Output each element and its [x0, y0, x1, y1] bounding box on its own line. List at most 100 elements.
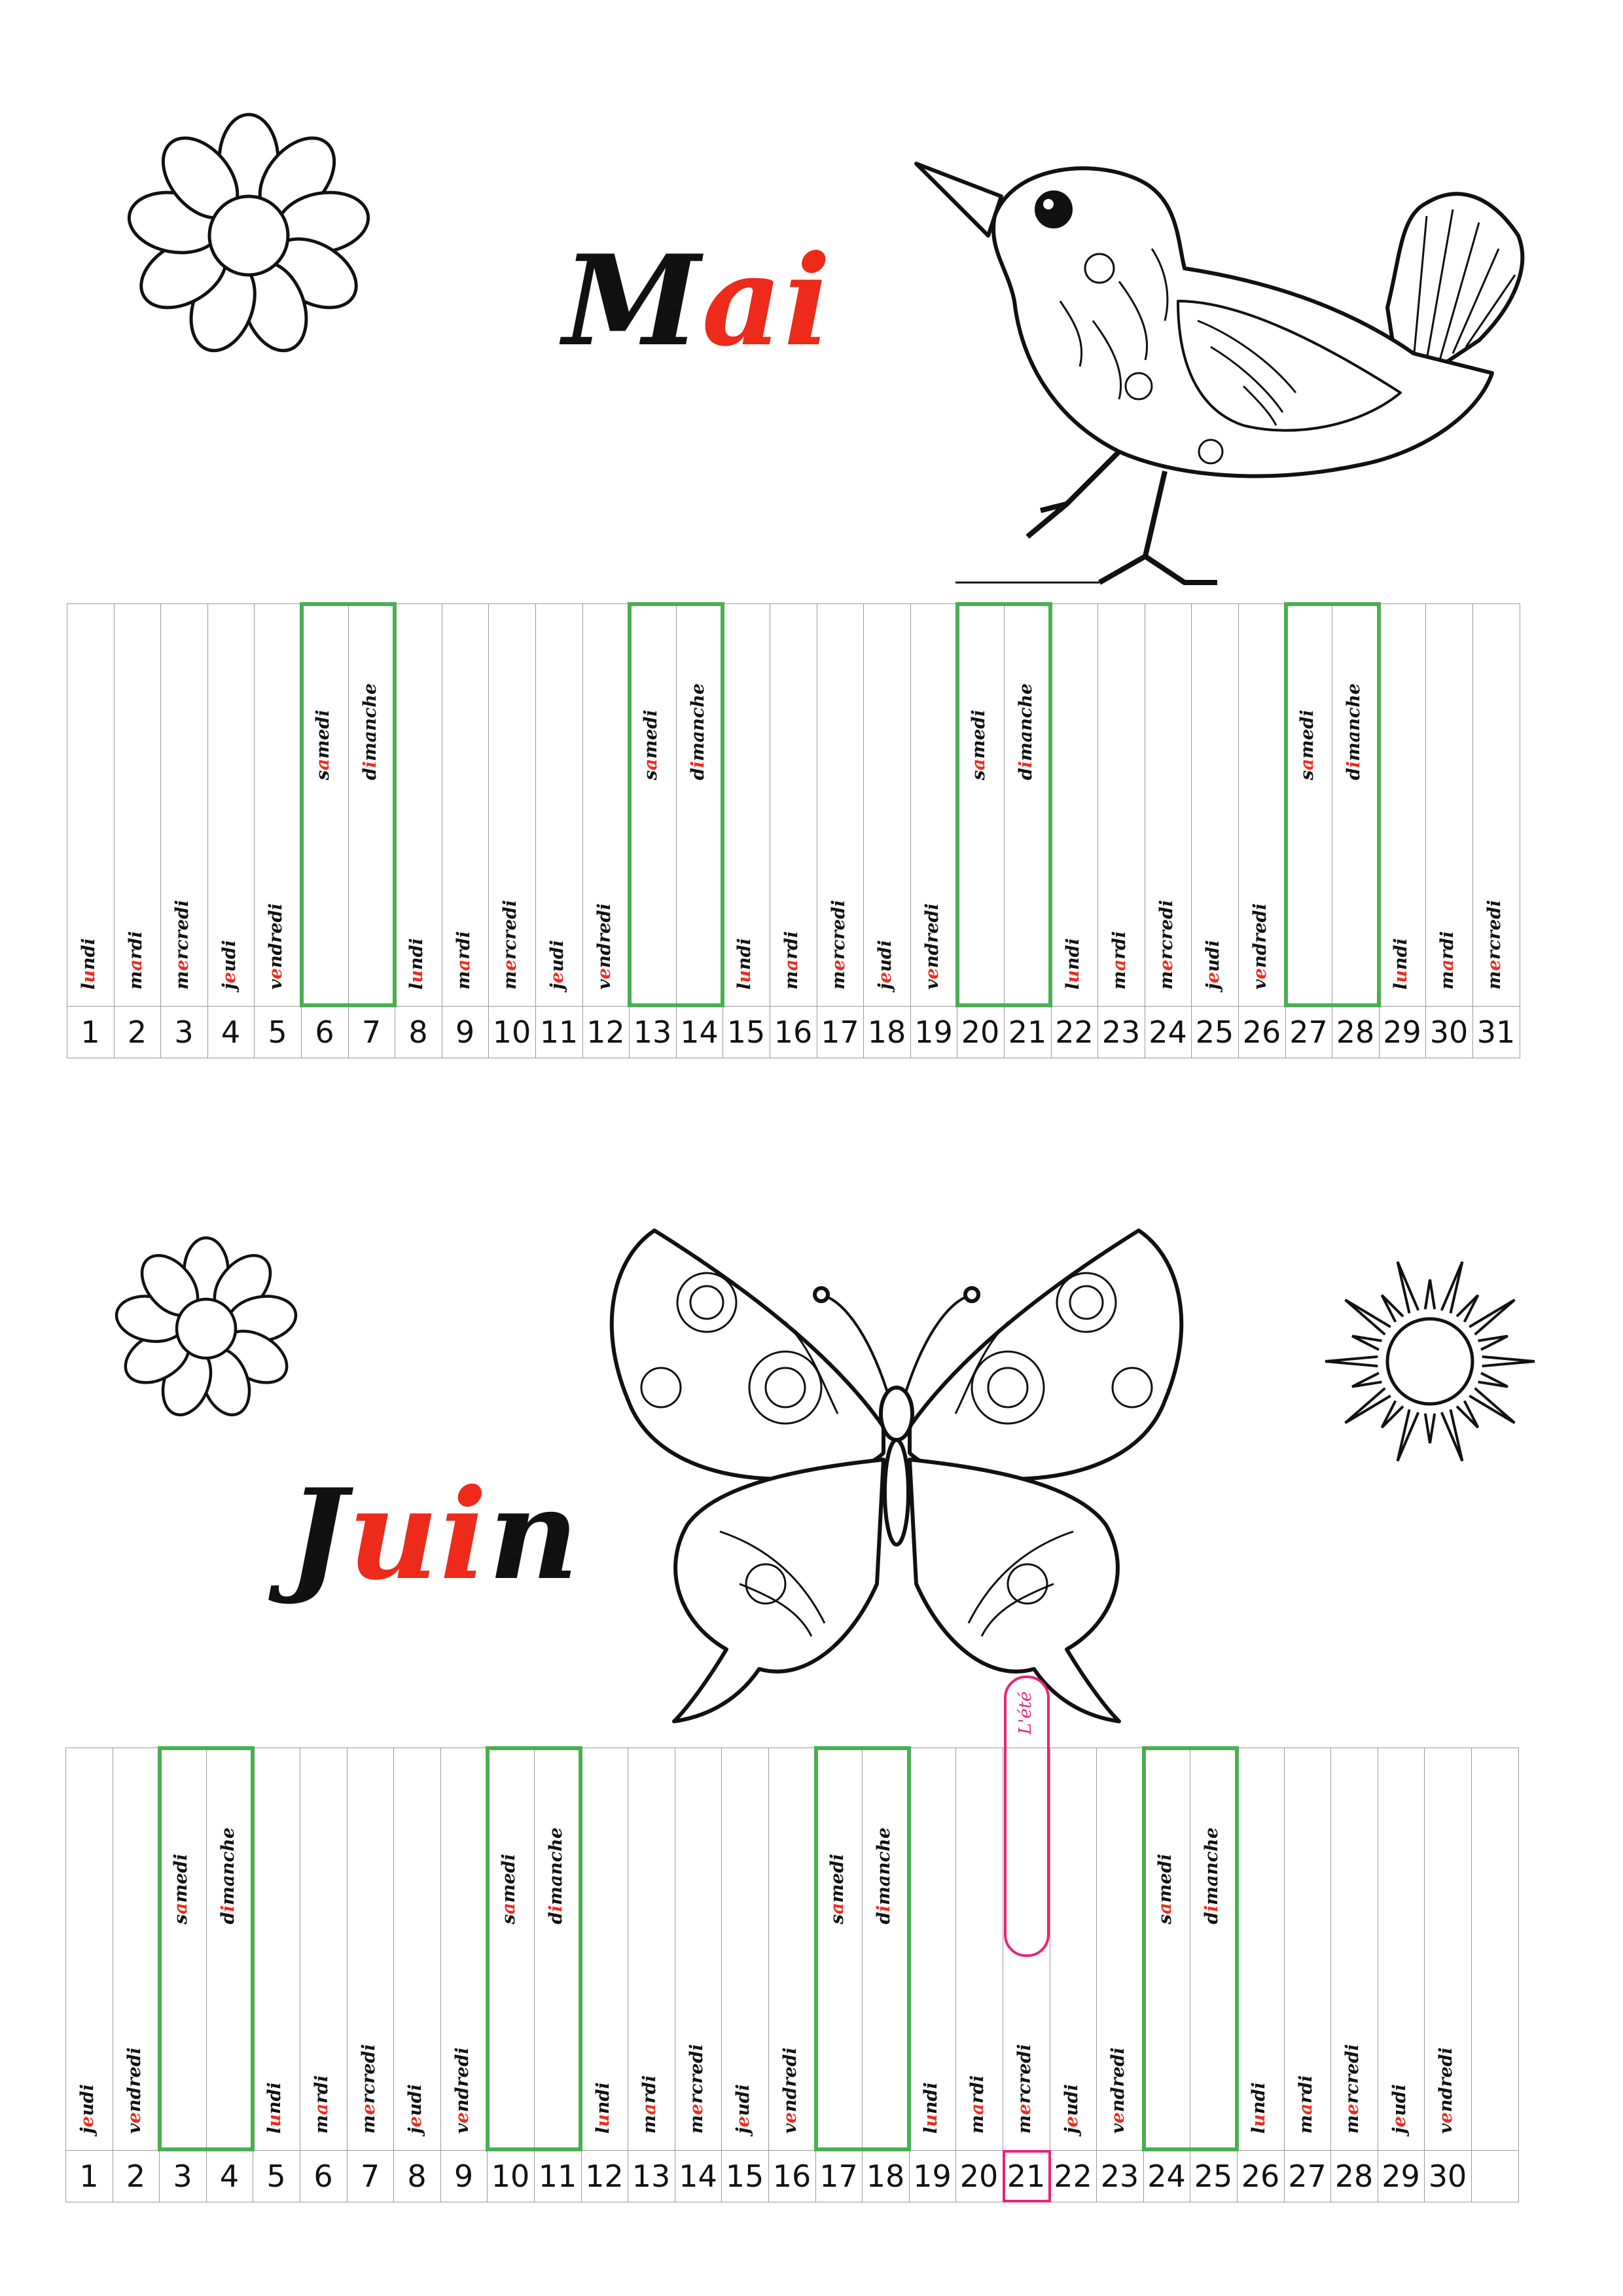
number-cell: [206, 2150, 253, 2202]
day-cell: [582, 603, 630, 1007]
day-name-part: u: [1062, 970, 1083, 983]
day-name-part: j: [219, 983, 240, 990]
day-name-part: u: [920, 2114, 941, 2127]
day-cell: [1050, 1748, 1097, 2151]
sun-icon: [1325, 1261, 1535, 1462]
number-cell: [770, 1006, 817, 1058]
day-name-part: e: [1342, 2104, 1363, 2115]
day-number: 30: [1429, 1014, 1469, 1050]
day-number: 13: [633, 1014, 672, 1050]
day-number: 6: [315, 1014, 334, 1050]
day-name-part: udi: [1061, 2084, 1082, 2117]
day-number: 24: [1149, 1014, 1187, 1050]
day-name: jeudi: [733, 2084, 753, 2134]
day-name: lundi: [1063, 938, 1083, 990]
number-cell: [1097, 1006, 1145, 1058]
day-cell: [1378, 1748, 1425, 2151]
day-name-part: ndi: [1249, 2082, 1269, 2115]
day-name-part: e: [1436, 2112, 1456, 2124]
day-cell: [862, 1748, 910, 2151]
day-number: 6: [313, 2159, 333, 2194]
day-number: 28: [1334, 2159, 1374, 2194]
day-name: vendredi: [452, 2047, 473, 2134]
day-number: 10: [492, 1014, 531, 1050]
number-cell: [582, 1006, 630, 1058]
sun-ray: [1344, 1387, 1391, 1424]
day-name-part: a: [312, 2103, 332, 2115]
day-cell: [207, 603, 255, 1007]
weekend-frame: [1284, 602, 1381, 1007]
day-name-part: e: [1389, 2116, 1410, 2128]
sun-ray: [1482, 1355, 1535, 1368]
weekend-frame: [300, 602, 397, 1007]
day-number: 30: [1428, 2159, 1467, 2194]
day-cell: [955, 1748, 1003, 2151]
number-cell: [65, 2150, 113, 2202]
day-name-part: l: [79, 982, 99, 990]
day-number: 14: [680, 1014, 719, 1050]
day-name-part: a: [1437, 959, 1457, 971]
day-name-part: e: [219, 972, 240, 984]
day-number: 31: [1476, 1014, 1516, 1050]
weekend-frame: [486, 1746, 582, 2151]
sun-ray: [1423, 1279, 1436, 1310]
weekend-frame: [955, 602, 1052, 1007]
day-name-part: m: [1342, 2115, 1363, 2134]
day-name: mardi: [1296, 2075, 1316, 2134]
day-name-part: v: [594, 979, 615, 990]
day-name-part: rcredi: [500, 900, 520, 960]
number-cell: [863, 1006, 911, 1058]
day-name: vendredi: [594, 903, 615, 990]
day-name: jeudi: [219, 940, 240, 990]
day-name-part: e: [1250, 968, 1270, 980]
number-cell: [815, 2150, 863, 2202]
number-cell: [676, 1006, 723, 1058]
day-number: 8: [407, 2159, 427, 2194]
day-name-part: a: [781, 959, 802, 971]
number-cell: [910, 1006, 957, 1058]
day-name-part: m: [967, 2115, 988, 2134]
day-name-part: m: [1014, 2115, 1035, 2134]
day-name: mardi: [312, 2075, 332, 2134]
day-number: 8: [408, 1014, 428, 1050]
day-number: 21: [1007, 2159, 1046, 2194]
month-title-juin: Juin: [288, 1466, 580, 1604]
day-name: vendredi: [266, 903, 286, 990]
day-name-part: m: [686, 2115, 707, 2134]
day-name-part: rcredi: [358, 2044, 379, 2104]
day-cell: [768, 1748, 816, 2151]
number-cell: [487, 2150, 535, 2202]
day-name-part: m: [500, 971, 520, 990]
day-name-part: e: [921, 968, 942, 980]
day-cell: [160, 603, 208, 1007]
day-name-part: e: [780, 2112, 800, 2124]
day-name-part: m: [1109, 971, 1130, 990]
day-number: 23: [1100, 2159, 1139, 2194]
day-cell: [1471, 1748, 1519, 2151]
day-number: 2: [127, 1014, 147, 1050]
day-name-part: e: [686, 2104, 707, 2115]
day-name-part: rdi: [453, 931, 474, 960]
day-number: 27: [1288, 2159, 1327, 2194]
day-cell: [1472, 603, 1520, 1007]
day-cell: [1145, 603, 1192, 1007]
day-name: mercredi: [359, 2044, 379, 2134]
day-name-part: l: [1249, 2126, 1269, 2134]
day-name: mardi: [1109, 931, 1130, 990]
day-name-part: m: [172, 971, 192, 990]
day-name-part: e: [1014, 2104, 1035, 2115]
month-title-juin-black-2: n: [488, 1462, 580, 1607]
day-name-part: rcredi: [686, 2044, 707, 2104]
day-cell: [347, 1748, 394, 2151]
day-number: 9: [454, 2159, 474, 2194]
day-name: vendredi: [1436, 2047, 1456, 2134]
day-number: 18: [867, 1014, 906, 1050]
month-title-juin-red: ui: [348, 1462, 489, 1607]
day-name-part: udi: [405, 2084, 425, 2117]
day-number: 22: [1055, 1014, 1094, 1050]
day-name: mercredi: [500, 900, 520, 990]
day-name-part: ndi: [734, 938, 755, 971]
day-name-part: m: [1484, 971, 1505, 990]
sun-ray: [1440, 1261, 1464, 1314]
day-name-part: rdi: [781, 931, 802, 960]
